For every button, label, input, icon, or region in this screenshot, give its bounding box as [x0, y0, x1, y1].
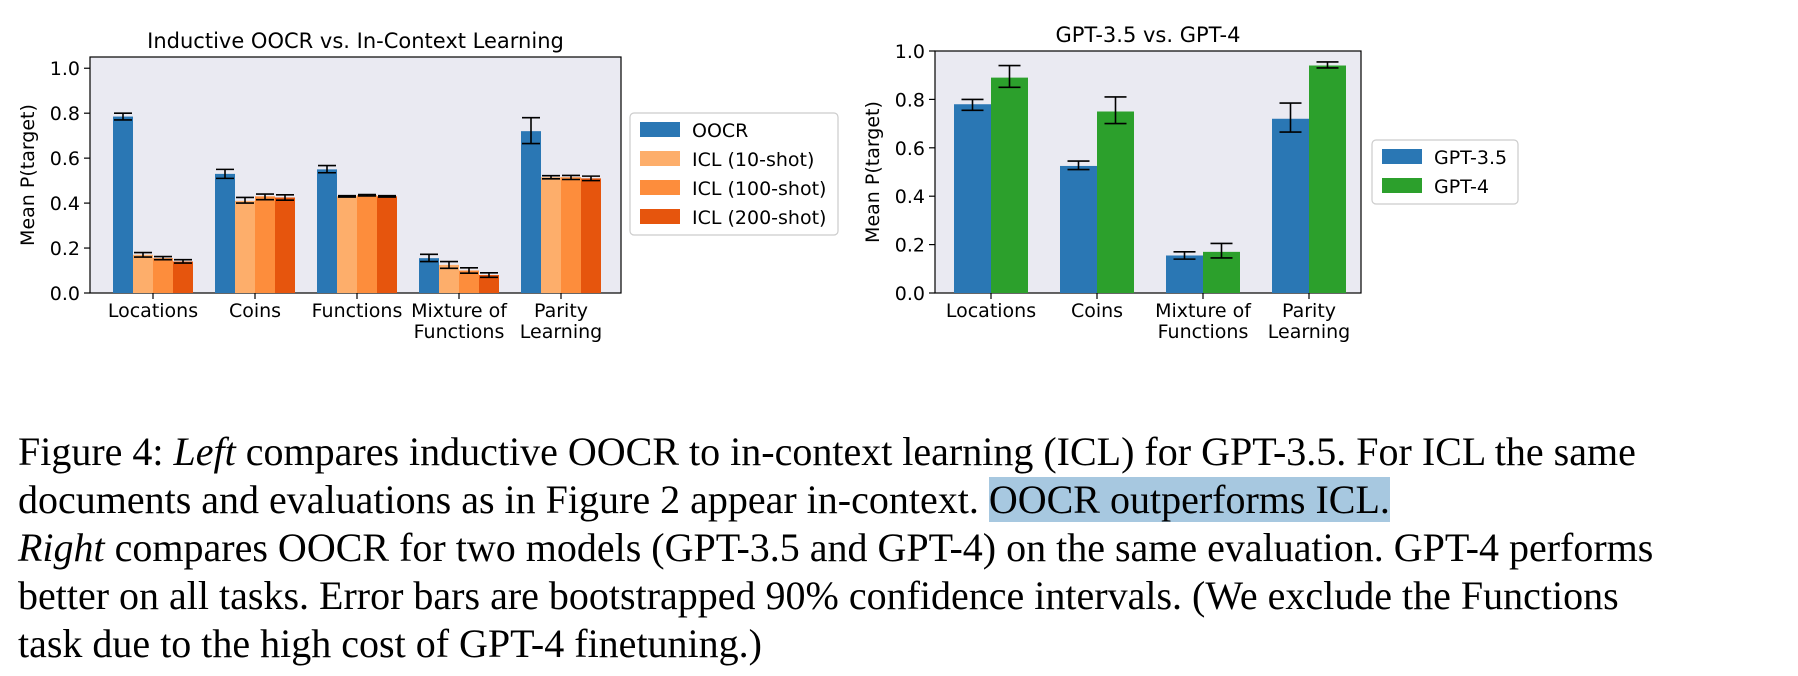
x-tick-label: Parity	[1282, 300, 1336, 322]
legend-swatch	[640, 180, 680, 195]
bar	[954, 104, 991, 294]
bar	[1203, 251, 1240, 293]
x-tick-label: Mixture of	[1155, 300, 1252, 322]
y-tick-label: 0.4	[895, 186, 925, 208]
caption-line-1: Figure 4: Left compares inductive OOCR t…	[18, 428, 1788, 476]
x-tick-label: Locations	[108, 300, 198, 322]
chart-1: Inductive OOCR vs. In-Context Learning 0.…	[17, 29, 839, 343]
caption-left-word: Left	[173, 429, 236, 474]
bar	[133, 254, 153, 293]
y-tick-label: 0.6	[50, 148, 80, 170]
caption-line-3: Right compares OOCR for two models (GPT-…	[18, 524, 1788, 572]
bar	[1166, 255, 1203, 293]
legend-box	[629, 112, 839, 236]
x-tick-label: Mixture of	[411, 300, 508, 322]
bar	[357, 195, 377, 293]
x-tick-label: Functions	[414, 321, 505, 343]
x-tick-label: Functions	[312, 300, 403, 322]
bar	[255, 196, 275, 293]
figure-charts: Inductive OOCR vs. In-Context Learning 0.…	[17, 23, 1519, 343]
bar	[275, 197, 295, 293]
y-tick-label: 0.2	[895, 235, 925, 257]
legend: OOCR ICL (10-shot) ICL (100-shot) ICL (200-…	[629, 112, 839, 236]
bar	[419, 258, 439, 293]
caption-text: better on all tasks. Error bars are boot…	[18, 573, 1619, 618]
legend-swatch	[1382, 149, 1422, 164]
legend-label: GPT-3.5	[1434, 147, 1507, 169]
x-tick-label: Coins	[1071, 300, 1123, 322]
bar	[317, 169, 337, 293]
caption-figure-label: Figure 4:	[18, 429, 174, 474]
y-axis-label: Mean P(target)	[862, 101, 884, 243]
x-tick-label: Learning	[1268, 321, 1351, 343]
y-tick-label: 0.2	[50, 238, 80, 260]
caption-line-5: task due to the high cost of GPT-4 finet…	[18, 620, 1788, 668]
legend-label: ICL (200-shot)	[692, 207, 826, 229]
bar	[1097, 111, 1134, 293]
legend-swatch	[640, 122, 680, 137]
bar	[215, 173, 235, 293]
x-tick-label: Locations	[946, 300, 1036, 322]
bar	[541, 177, 561, 293]
y-tick-label: 1.0	[50, 58, 80, 80]
bar	[337, 196, 357, 293]
caption-text: compares inductive OOCR to in-context le…	[235, 429, 1636, 474]
caption-line-2: documents and evaluations as in Figure 2…	[18, 476, 1788, 524]
legend-swatch	[1382, 178, 1422, 193]
bar	[377, 196, 397, 293]
bar	[235, 200, 255, 293]
chart-title: Inductive OOCR vs. In-Context Learning	[147, 29, 564, 53]
legend-label: GPT-4	[1434, 176, 1489, 198]
bar	[153, 258, 173, 293]
bar	[1060, 165, 1097, 293]
caption-text: documents and evaluations as in Figure 2…	[18, 477, 989, 522]
legend-label: ICL (100-shot)	[692, 178, 826, 200]
caption-line-4: better on all tasks. Error bars are boot…	[18, 572, 1788, 620]
legend-swatch	[640, 209, 680, 224]
y-tick-label: 0.0	[50, 283, 80, 305]
caption-highlight[interactable]: OOCR outperforms ICL.	[988, 477, 1390, 522]
bar	[1309, 65, 1346, 294]
legend-label: ICL (10-shot)	[692, 149, 814, 171]
y-axis-label: Mean P(target)	[17, 104, 39, 246]
x-tick-label: Functions	[1158, 321, 1249, 343]
bar	[521, 131, 541, 293]
legend-swatch	[640, 151, 680, 166]
bar	[991, 77, 1028, 294]
bar	[439, 264, 459, 293]
caption-right-word: Right	[18, 525, 105, 570]
bar	[581, 178, 601, 293]
y-tick-label: 0.8	[895, 89, 925, 111]
caption-text: task due to the high cost of GPT-4 finet…	[18, 621, 762, 666]
y-tick-label: 0.8	[50, 103, 80, 125]
bar	[561, 177, 581, 293]
legend: GPT-3.5 GPT-4	[1371, 139, 1519, 205]
bar	[459, 270, 479, 293]
caption-text: compares OOCR for two models (GPT-3.5 an…	[104, 525, 1654, 570]
bar	[1272, 118, 1309, 293]
bar	[479, 275, 499, 293]
y-tick-label: 0.0	[895, 283, 925, 305]
x-tick-label: Parity	[534, 300, 588, 322]
y-tick-label: 0.6	[895, 138, 925, 160]
chart-2: GPT-3.5 vs. GPT-4 0.0 0.2 0.4 0.6 0.8 1.0 Mean …	[862, 23, 1519, 343]
y-tick-label: 1.0	[895, 41, 925, 63]
x-tick-label: Coins	[229, 300, 281, 322]
legend-label: OOCR	[692, 120, 748, 142]
chart-title: GPT-3.5 vs. GPT-4	[1056, 23, 1241, 47]
y-tick-label: 0.4	[50, 193, 80, 215]
bar	[113, 116, 133, 293]
x-tick-label: Learning	[520, 321, 603, 343]
figure-caption: Figure 4: Left compares inductive OOCR t…	[18, 428, 1788, 668]
bar	[173, 261, 193, 293]
